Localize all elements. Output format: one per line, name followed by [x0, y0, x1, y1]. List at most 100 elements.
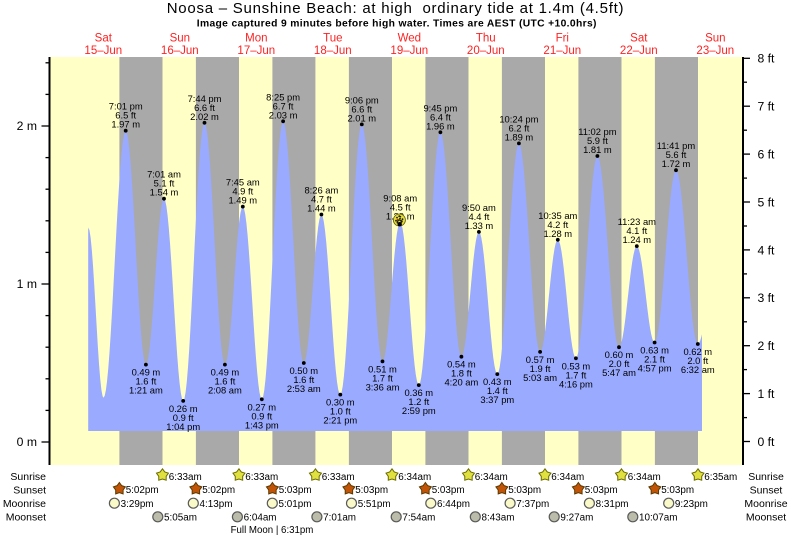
svg-text:Thu: Thu: [476, 33, 496, 45]
svg-text:0.9 ft: 0.9 ft: [251, 410, 272, 421]
svg-text:1.97 m: 1.97 m: [111, 119, 140, 130]
svg-text:0.54 m: 0.54 m: [447, 359, 476, 370]
svg-text:Tue: Tue: [323, 33, 342, 45]
svg-text:6.4 ft: 6.4 ft: [430, 111, 451, 122]
svg-text:Sun: Sun: [705, 33, 725, 45]
svg-text:1 m: 1 m: [17, 277, 37, 291]
svg-text:0.49 m: 0.49 m: [132, 367, 161, 378]
svg-text:4.2 ft: 4.2 ft: [547, 219, 568, 230]
svg-text:0.26 m: 0.26 m: [169, 403, 198, 414]
svg-text:6:35am: 6:35am: [704, 472, 737, 483]
svg-text:2:53 am: 2:53 am: [287, 383, 321, 394]
svg-text:1.7 ft: 1.7 ft: [565, 369, 586, 380]
svg-text:5:02pm: 5:02pm: [126, 485, 159, 496]
svg-text:6:32 am: 6:32 am: [681, 364, 715, 375]
svg-text:5:51pm: 5:51pm: [358, 499, 391, 510]
svg-text:3:29pm: 3:29pm: [121, 499, 154, 510]
svg-text:6:34am: 6:34am: [398, 472, 431, 483]
svg-text:5:03pm: 5:03pm: [585, 485, 618, 496]
svg-text:Sunrise: Sunrise: [10, 471, 46, 483]
svg-text:5:03pm: 5:03pm: [355, 485, 388, 496]
svg-text:9:23pm: 9:23pm: [675, 499, 708, 510]
svg-text:4:13pm: 4:13pm: [200, 499, 233, 510]
svg-text:6:34am: 6:34am: [551, 472, 584, 483]
svg-text:4:20 am: 4:20 am: [444, 377, 478, 388]
svg-text:9:08 am: 9:08 am: [383, 192, 417, 203]
svg-text:8:31pm: 8:31pm: [596, 499, 629, 510]
svg-text:9:45 pm: 9:45 pm: [423, 102, 457, 113]
svg-text:1.0 ft: 1.0 ft: [330, 406, 351, 417]
svg-text:1.9 ft: 1.9 ft: [530, 363, 551, 374]
svg-text:6 ft: 6 ft: [758, 148, 776, 162]
svg-text:1.6 ft: 1.6 ft: [293, 374, 314, 385]
svg-text:1.6 ft: 1.6 ft: [135, 376, 156, 387]
svg-text:Full Moon | 6:31pm: Full Moon | 6:31pm: [231, 525, 314, 536]
svg-text:1.4 ft: 1.4 ft: [487, 385, 508, 396]
svg-text:5:02pm: 5:02pm: [202, 485, 235, 496]
svg-text:16–Jun: 16–Jun: [161, 45, 199, 57]
svg-text:Mon: Mon: [245, 33, 267, 45]
svg-text:5.6 ft: 5.6 ft: [666, 149, 687, 160]
svg-text:4.1 ft: 4.1 ft: [626, 225, 647, 236]
svg-text:1.6 ft: 1.6 ft: [214, 376, 235, 387]
svg-text:Sat: Sat: [95, 33, 113, 45]
svg-text:9:06 pm: 9:06 pm: [345, 94, 379, 105]
svg-text:1 ft: 1 ft: [758, 387, 776, 401]
svg-text:Moonset: Moonset: [746, 512, 786, 524]
svg-text:0.36 m: 0.36 m: [404, 387, 433, 398]
svg-text:8 ft: 8 ft: [758, 52, 776, 66]
svg-text:6:44pm: 6:44pm: [437, 499, 470, 510]
svg-text:7:44 pm: 7:44 pm: [188, 93, 222, 104]
svg-text:1.96 m: 1.96 m: [426, 120, 455, 131]
svg-text:11:41 pm: 11:41 pm: [657, 140, 696, 151]
svg-text:8:26 am: 8:26 am: [304, 185, 338, 196]
svg-text:2.0 ft: 2.0 ft: [687, 355, 708, 366]
svg-text:2:59 pm: 2:59 pm: [402, 405, 436, 416]
svg-text:22–Jun: 22–Jun: [620, 45, 658, 57]
svg-text:1.72 m: 1.72 m: [662, 158, 691, 169]
svg-text:Sat: Sat: [630, 33, 648, 45]
svg-text:10:35 am: 10:35 am: [538, 210, 577, 221]
svg-text:1.8 ft: 1.8 ft: [451, 368, 472, 379]
svg-text:0.60 m: 0.60 m: [605, 349, 634, 360]
svg-text:1.89 m: 1.89 m: [505, 131, 534, 142]
svg-text:8:25 pm: 8:25 pm: [266, 91, 300, 102]
svg-text:0 ft: 0 ft: [758, 435, 776, 449]
svg-text:0.9 ft: 0.9 ft: [173, 412, 194, 423]
svg-text:6:04am: 6:04am: [244, 512, 277, 523]
svg-text:9:27am: 9:27am: [560, 512, 593, 523]
svg-text:11:23 am: 11:23 am: [618, 216, 657, 227]
svg-text:Fri: Fri: [556, 33, 569, 45]
svg-text:6.6 ft: 6.6 ft: [351, 103, 372, 114]
svg-text:8:43am: 8:43am: [482, 512, 515, 523]
svg-text:10:07am: 10:07am: [639, 512, 677, 523]
svg-text:Moonset: Moonset: [6, 512, 46, 524]
svg-text:0.49 m: 0.49 m: [211, 367, 240, 378]
svg-text:4.7 ft: 4.7 ft: [311, 194, 332, 205]
svg-text:5:03pm: 5:03pm: [508, 485, 541, 496]
svg-text:1.2 ft: 1.2 ft: [408, 396, 429, 407]
svg-text:5:03 am: 5:03 am: [523, 372, 557, 383]
svg-text:1:04 pm: 1:04 pm: [166, 421, 200, 432]
svg-text:Sunset: Sunset: [13, 485, 46, 497]
svg-text:Wed: Wed: [398, 33, 421, 45]
svg-text:Sunrise: Sunrise: [748, 471, 784, 483]
svg-text:7:45 am: 7:45 am: [226, 177, 260, 188]
svg-text:4 ft: 4 ft: [758, 243, 776, 257]
svg-text:2 m: 2 m: [17, 119, 37, 133]
svg-text:0.43 m: 0.43 m: [483, 376, 512, 387]
svg-text:5:03pm: 5:03pm: [432, 485, 465, 496]
svg-text:0.63 m: 0.63 m: [640, 345, 669, 356]
svg-text:7:54am: 7:54am: [402, 512, 435, 523]
svg-text:4.9 ft: 4.9 ft: [232, 186, 253, 197]
svg-text:4.5 ft: 4.5 ft: [390, 201, 411, 212]
svg-text:7:01 am: 7:01 am: [147, 169, 181, 180]
svg-text:5:03pm: 5:03pm: [279, 485, 312, 496]
svg-text:6:34am: 6:34am: [628, 472, 661, 483]
svg-text:0.53 m: 0.53 m: [562, 360, 591, 371]
svg-text:19–Jun: 19–Jun: [390, 45, 428, 57]
svg-text:6.7 ft: 6.7 ft: [273, 100, 294, 111]
svg-text:5:05am: 5:05am: [164, 512, 197, 523]
svg-text:2:08 am: 2:08 am: [208, 385, 242, 396]
svg-text:1:21 am: 1:21 am: [129, 385, 163, 396]
